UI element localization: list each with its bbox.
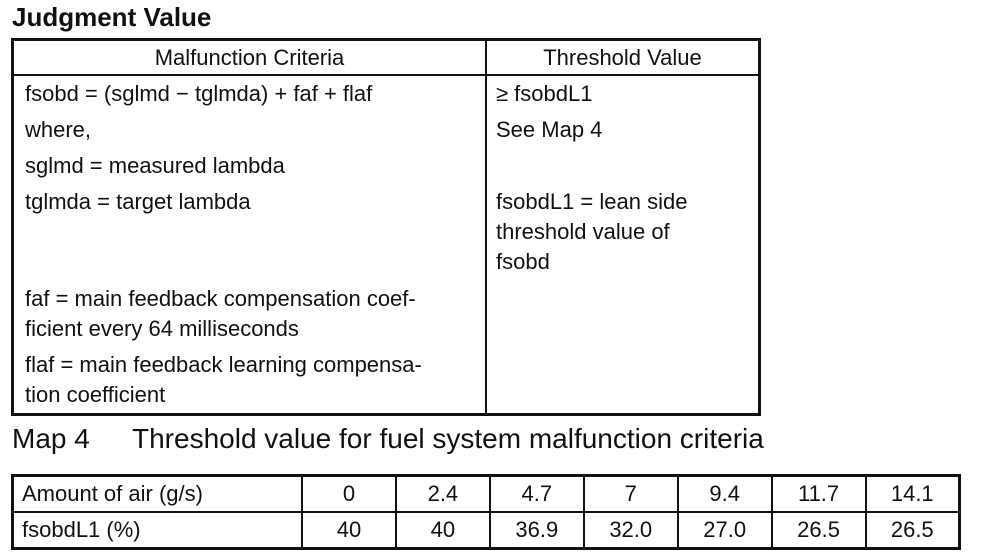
threshold-line: threshold value of <box>496 219 670 244</box>
map-caption: Map 4 Threshold value for fuel system mal… <box>12 420 764 458</box>
criteria-line: fsobd = (sglmd − tglmda) + faf + flaf <box>25 81 373 106</box>
threshold-line: ≥ fsobdL1 <box>496 81 593 106</box>
fsobdl1-cell: 32.0 <box>582 511 679 550</box>
threshold-line: fsobd <box>496 249 550 274</box>
header-threshold-value: Threshold Value <box>543 45 702 70</box>
map-number: Map 4 <box>12 423 90 454</box>
judgment-table: Malfunction Criteria Threshold Value fso… <box>11 38 761 416</box>
air-cell: 0 <box>301 474 397 513</box>
criteria-line: where, <box>25 117 92 142</box>
criteria-line: faf = main feedback compensation coef- <box>25 286 416 311</box>
criteria-line: tion coefficient <box>25 382 166 407</box>
table-row-fsobdl1: fsobdL1 (%) 40 40 36.9 32.0 27.0 26.5 26… <box>11 511 961 550</box>
header-divider <box>14 74 758 76</box>
threshold-line: fsobdL1 = lean side <box>496 189 688 214</box>
air-cell: 14.1 <box>864 474 961 513</box>
fsobdl1-cell: 40 <box>394 511 491 550</box>
fsobdl1-cell: 40 <box>301 511 397 550</box>
fsobdl1-cell: 36.9 <box>488 511 585 550</box>
criteria-line: sglmd = measured lambda <box>25 153 285 178</box>
criteria-line: ficient every 64 milliseconds <box>25 316 299 341</box>
air-cell: 2.4 <box>394 474 491 513</box>
fsobdl1-cell: 26.5 <box>770 511 867 550</box>
column-divider <box>485 41 487 413</box>
air-cell: 4.7 <box>488 474 585 513</box>
header-malfunction-criteria: Malfunction Criteria <box>154 45 345 70</box>
fsobdl1-cell: 26.5 <box>864 511 961 550</box>
air-cell: 11.7 <box>770 474 867 513</box>
page-heading: Judgment Value <box>12 2 212 32</box>
air-cell: 7 <box>582 474 679 513</box>
air-cell: 9.4 <box>676 474 773 513</box>
row-label-air: Amount of air (g/s) <box>11 474 303 513</box>
row-label-fsobdl1: fsobdL1 (%) <box>11 511 303 550</box>
table-row-air: Amount of air (g/s) 0 2.4 4.7 7 9.4 11.7… <box>11 474 961 513</box>
map-title: Threshold value for fuel system malfunct… <box>132 423 764 454</box>
criteria-line: tglmda = target lambda <box>25 189 251 214</box>
threshold-line: See Map 4 <box>496 117 603 142</box>
map-table: Amount of air (g/s) 0 2.4 4.7 7 9.4 11.7… <box>11 474 961 550</box>
criteria-line: flaf = main feedback learning compensa- <box>25 352 422 377</box>
fsobdl1-cell: 27.0 <box>676 511 773 550</box>
